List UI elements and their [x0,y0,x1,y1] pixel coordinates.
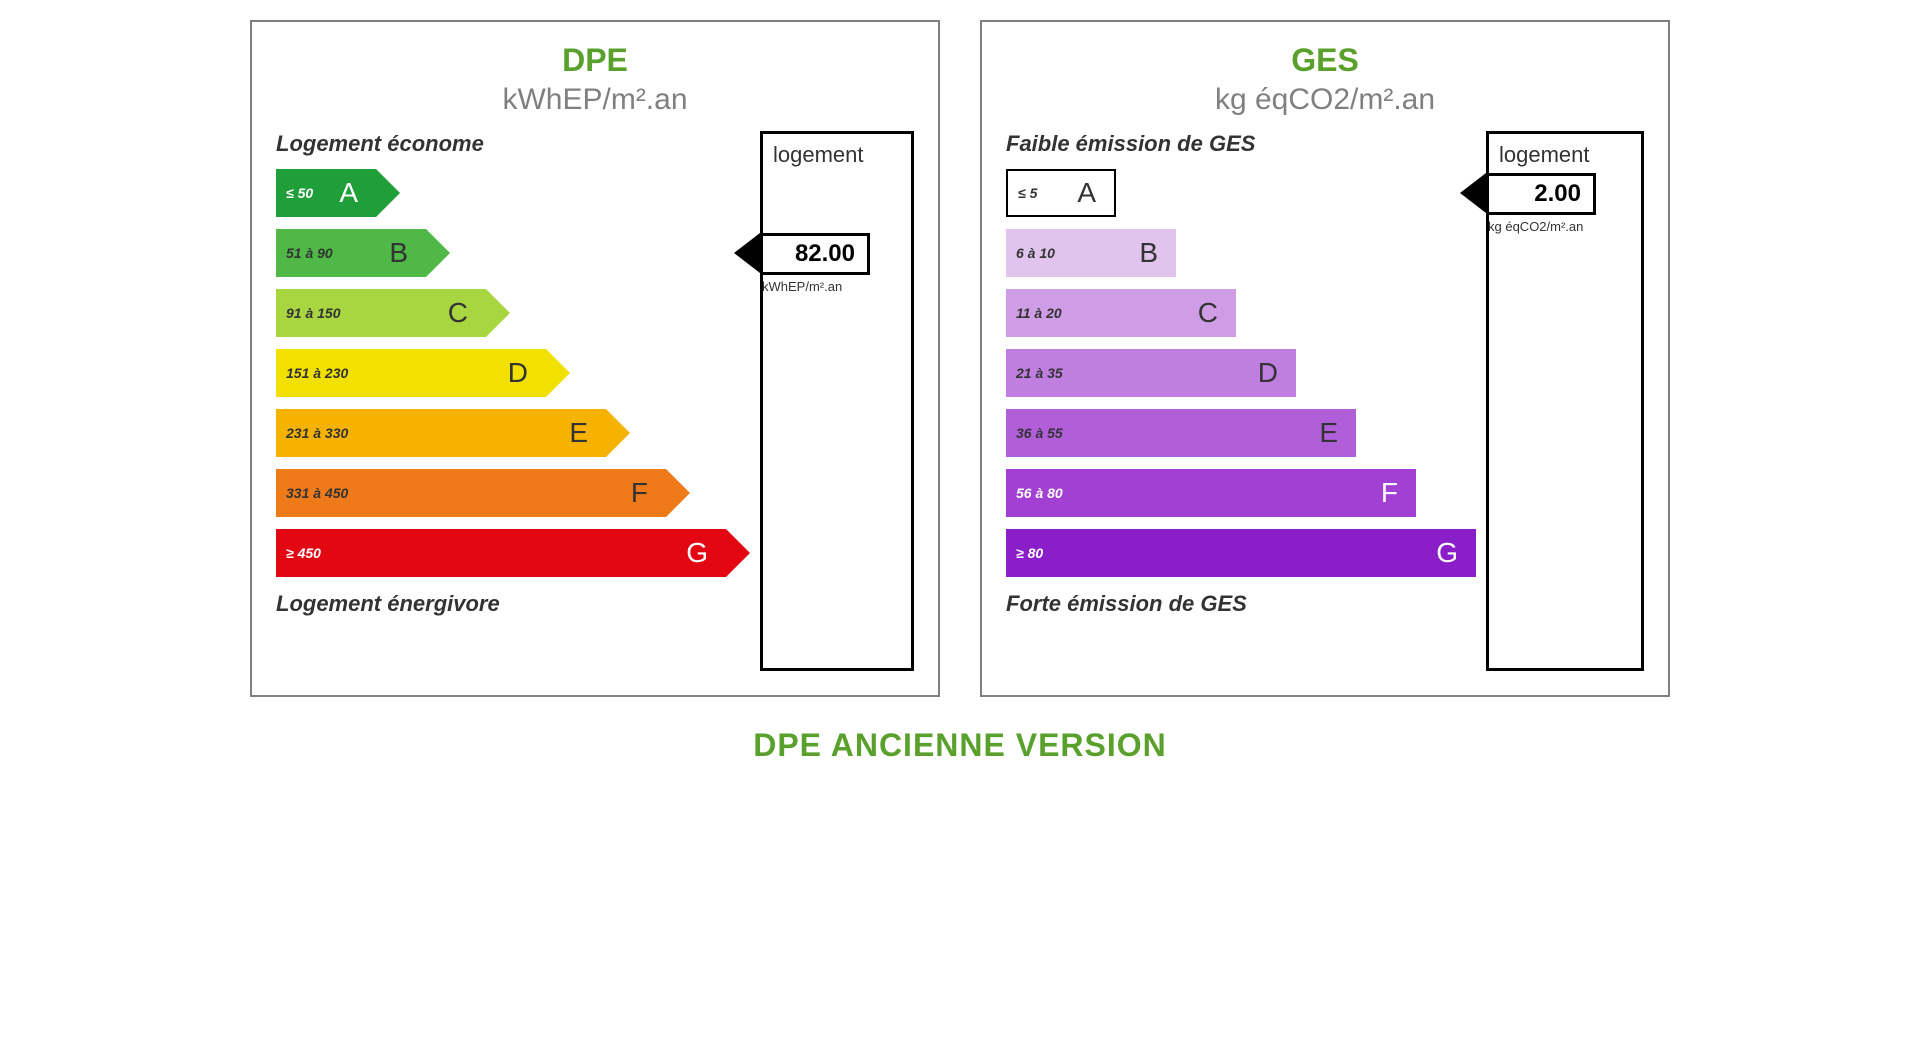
ges-title: GES [1006,42,1644,79]
arrow-tip-icon [486,289,510,337]
dpe-logement-box: logement [760,131,914,671]
ges-bar-range: 56 à 80 [1006,485,1373,501]
dpe-value-unit: kWhEP/m².an [760,279,870,294]
dpe-bars-column: Logement économe ≤ 50A 51 à 90B 91 à 150C 1… [276,131,750,671]
dpe-bar-f: 331 à 450F [276,469,750,517]
ges-bar-letter: B [1131,237,1176,269]
ges-bar-c: 11 à 20C [1006,289,1476,337]
dpe-bar-c: 91 à 150C [276,289,750,337]
dpe-bar-range: 231 à 330 [276,425,561,441]
ges-bar-range: 21 à 35 [1006,365,1250,381]
ges-bars-column: Faible émission de GES ≤ 5A 6 à 10B 11 à 2… [1006,131,1476,671]
dpe-bar-range: 51 à 90 [276,245,381,261]
arrow-tip-icon [726,529,750,577]
dpe-bar-range: ≤ 50 [276,185,331,201]
dpe-bar-letter: D [500,357,546,389]
dpe-panel: DPE kWhEP/m².an Logement économe ≤ 50A 51… [250,20,940,697]
footer-caption: DPE ANCIENNE VERSION [753,727,1167,764]
dpe-value-box: 82.00 [760,233,870,275]
dpe-bar-letter: F [623,477,666,509]
pointer-arrow-icon [1460,173,1486,213]
ges-bar-b: 6 à 10B [1006,229,1476,277]
ges-bar-range: 36 à 55 [1006,425,1311,441]
ges-value-indicator: 2.00 kg éqCO2/m².an [1460,173,1596,234]
ges-bars: ≤ 5A 6 à 10B 11 à 20C 21 à 35D 36 à 55E 56 à … [1006,169,1476,577]
arrow-tip-icon [426,229,450,277]
dpe-bar-d: 151 à 230D [276,349,750,397]
ges-value-box: 2.00 [1486,173,1596,215]
dpe-top-label: Logement économe [276,131,750,157]
dpe-value-indicator: 82.00 kWhEP/m².an [734,233,870,294]
ges-bar-letter: A [1069,177,1114,209]
panels-row: DPE kWhEP/m².an Logement économe ≤ 50A51… [250,20,1670,697]
dpe-bar-letter: A [331,177,376,209]
dpe-bar-range: 331 à 450 [276,485,623,501]
dpe-bar-letter: G [678,537,726,569]
arrow-tip-icon [546,349,570,397]
ges-bar-letter: C [1190,297,1236,329]
ges-bar-f: 56 à 80F [1006,469,1476,517]
dpe-bar-range: ≥ 450 [276,545,678,561]
ges-bar-range: 6 à 10 [1006,245,1131,261]
ges-unit: kg éqCO2/m².an [1006,83,1644,117]
dpe-bar-a: ≤ 50A [276,169,750,217]
ges-bottom-label: Forte émission de GES [1006,591,1476,617]
dpe-bar-b: 51 à 90B [276,229,750,277]
ges-bar-range: 11 à 20 [1006,305,1190,321]
ges-top-label: Faible émission de GES [1006,131,1476,157]
ges-bar-range: ≤ 5 [1008,185,1069,201]
dpe-bar-range: 151 à 230 [276,365,500,381]
ges-bar-letter: D [1250,357,1296,389]
ges-bar-a: ≤ 5A [1006,169,1476,217]
ges-logement-label: logement [1499,142,1631,168]
ges-body: Faible émission de GES ≤ 5A 6 à 10B 11 à 2… [1006,131,1644,671]
dpe-bars: ≤ 50A 51 à 90B 91 à 150C 151 à 230D 231 à 33… [276,169,750,577]
ges-panel: GES kg éqCO2/m².an Faible émission de GE… [980,20,1670,697]
dpe-bar-letter: B [381,237,426,269]
arrow-tip-icon [376,169,400,217]
ges-bar-e: 36 à 55E [1006,409,1476,457]
ges-bar-letter: E [1311,417,1356,449]
dpe-bar-letter: E [561,417,606,449]
ges-bar-letter: F [1373,477,1416,509]
dpe-ges-infographic: DPE kWhEP/m².an Logement économe ≤ 50A51… [20,20,1900,764]
ges-bar-g: ≥ 80G [1006,529,1476,577]
ges-bar-range: ≥ 80 [1006,545,1428,561]
dpe-title: DPE [276,42,914,79]
dpe-bottom-label: Logement énergivore [276,591,750,617]
ges-value-unit: kg éqCO2/m².an [1486,219,1596,234]
ges-bar-d: 21 à 35D [1006,349,1476,397]
dpe-bar-letter: C [440,297,486,329]
dpe-bar-range: 91 à 150 [276,305,440,321]
pointer-arrow-icon [734,233,760,273]
dpe-bar-e: 231 à 330E [276,409,750,457]
arrow-tip-icon [666,469,690,517]
dpe-bar-g: ≥ 450G [276,529,750,577]
dpe-logement-label: logement [773,142,901,168]
dpe-body: Logement économe ≤ 50A 51 à 90B 91 à 150C 1… [276,131,914,671]
ges-bar-letter: G [1428,537,1476,569]
arrow-tip-icon [606,409,630,457]
dpe-unit: kWhEP/m².an [276,83,914,117]
